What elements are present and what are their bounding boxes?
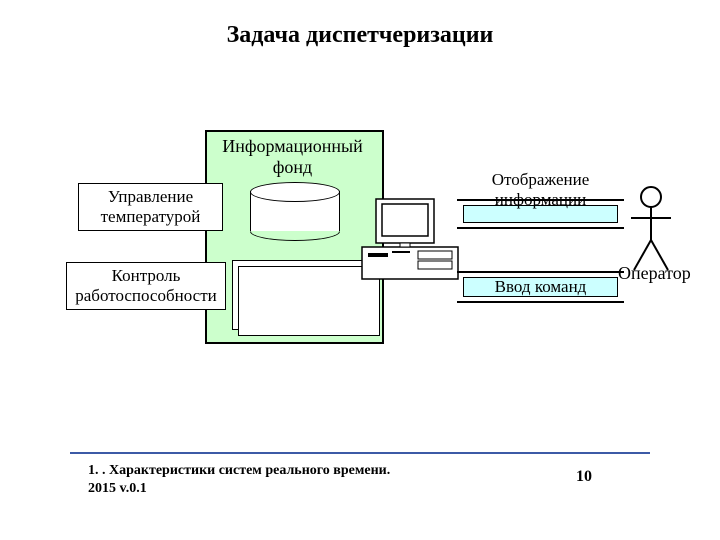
- flow-input-lines: [0, 0, 720, 540]
- operator-label: Оператор: [618, 263, 691, 284]
- footer-rule: [70, 452, 650, 454]
- footer-text: 1. . Характеристики систем реального вре…: [88, 462, 390, 497]
- flow-input-box: Ввод команд: [463, 277, 618, 297]
- page-number: 10: [576, 468, 592, 486]
- flow-input-label: Ввод команд: [495, 277, 587, 297]
